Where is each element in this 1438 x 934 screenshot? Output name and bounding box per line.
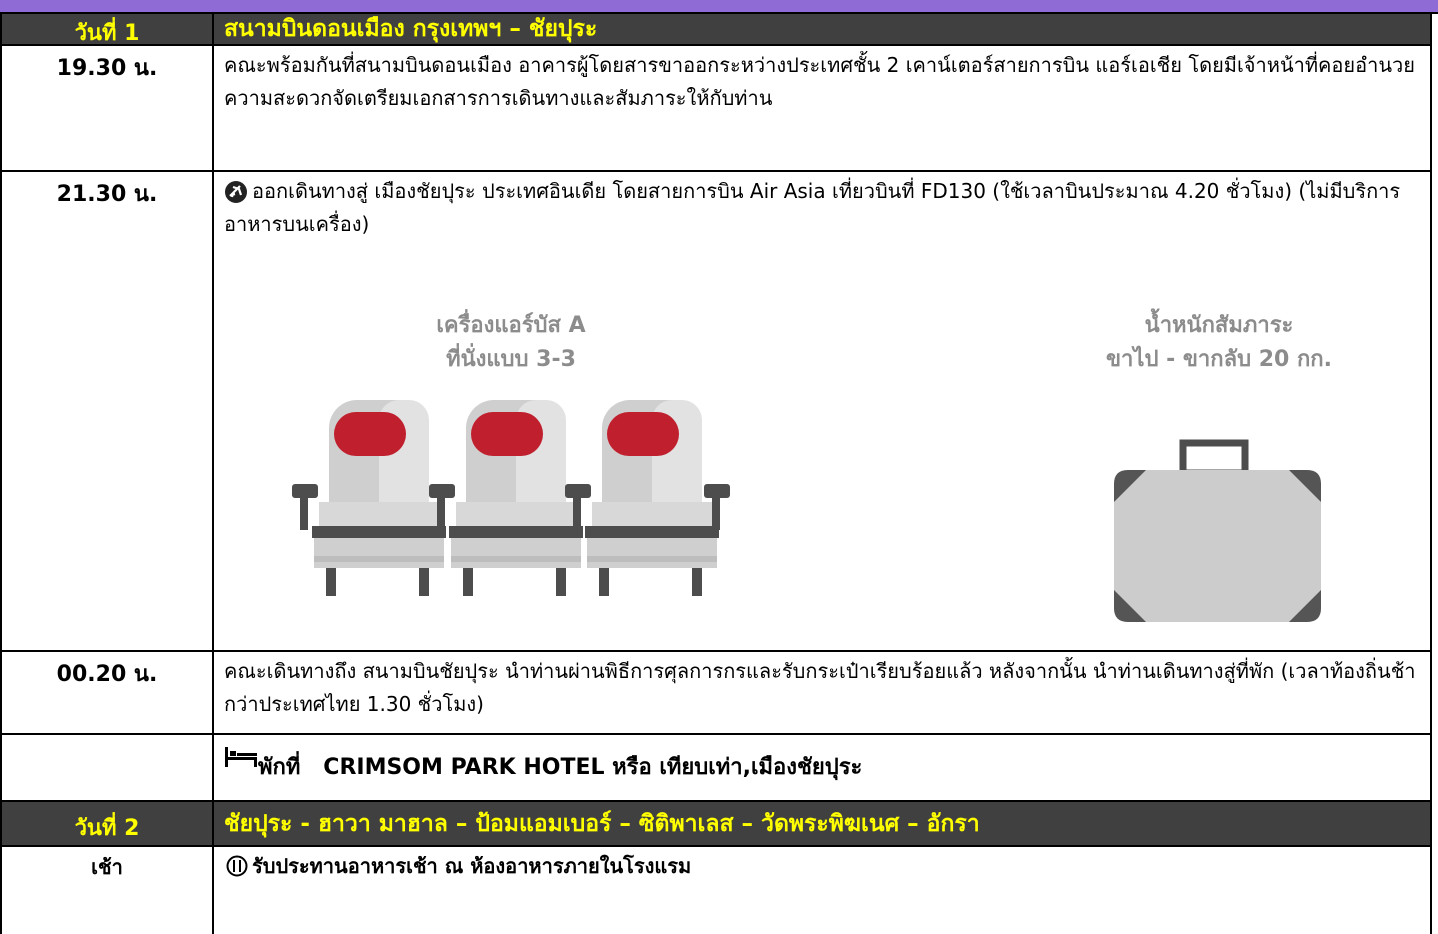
- schedule-row: 00.20 น. คณะเดินทางถึง สนามบินชัยปุระ นำ…: [0, 652, 1432, 735]
- time: 00.20 น.: [2, 652, 214, 733]
- seat: [292, 400, 446, 596]
- day-label: วันที่ 2: [2, 802, 214, 845]
- time: [2, 735, 214, 800]
- time: เช้า: [2, 847, 214, 934]
- illustrations: [292, 400, 1321, 622]
- time: 19.30 น.: [2, 46, 214, 170]
- seat: [429, 400, 583, 596]
- schedule-row: 21.30 น. ออกเดินทางสู่ เมืองชัยปุระ ประเ…: [0, 172, 1432, 652]
- plane-icon: [225, 181, 247, 203]
- bed-icon: [225, 747, 257, 767]
- day-header: วันที่ 2 ชัยปุระ - ฮาวา มาฮาล – ป้อมแอมเ…: [0, 802, 1432, 847]
- time: 21.30 น.: [2, 172, 214, 650]
- hotel: พักที่ CRIMSOM PARK HOTEL หรือ เทียบเท่า…: [258, 755, 863, 780]
- description: คณะพร้อมกันที่สนามบินดอนเมือง อาคารผู้โด…: [224, 53, 1415, 110]
- label-line: ขาไป - ขากลับ 20 กก.: [1106, 347, 1332, 372]
- label-line: เครื่องแอร์บัส A: [436, 313, 586, 338]
- day-label: วันที่ 1: [2, 14, 214, 46]
- seat: [565, 400, 719, 596]
- day-header: วันที่ 1 สนามบินดอนเมือง กรุงเทพฯ – ชัยป…: [0, 14, 1432, 46]
- schedule-row: พักที่ CRIMSOM PARK HOTEL หรือ เทียบเท่า…: [0, 735, 1432, 802]
- day-title: สนามบินดอนเมือง กรุงเทพฯ – ชัยปุระ: [224, 16, 598, 42]
- label-line: ที่นั่งแบบ 3-3: [446, 347, 576, 372]
- aircraft-label: เครื่องแอร์บัส A ที่นั่งแบบ 3-3: [311, 309, 711, 377]
- suitcase: [1114, 439, 1321, 622]
- flight-cell: ออกเดินทางสู่ เมืองชัยปุระ ประเทศอินเดีย…: [214, 172, 1430, 650]
- description: ออกเดินทางสู่ เมืองชัยปุระ ประเทศอินเดีย…: [224, 179, 1401, 236]
- baggage-label: น้ำหนักสัมภาระขาไป - ขากลับ 20 กก.: [1019, 309, 1419, 377]
- top-band: [0, 0, 1438, 14]
- meal-cell: รับประทานอาหารเช้า ณ ห้องอาหารภายในโรงแร…: [214, 847, 1430, 934]
- hotel-cell: พักที่ CRIMSOM PARK HOTEL หรือ เทียบเท่า…: [214, 735, 1430, 800]
- day-title: ชัยปุระ - ฮาวา มาฮาล – ป้อมแอมเบอร์ – ซิ…: [224, 811, 980, 837]
- label-line: น้ำหนักสัมภาระ: [1144, 313, 1294, 338]
- meal: รับประทานอาหารเช้า ณ ห้องอาหารภายในโรงแร…: [252, 854, 692, 878]
- schedule-row: เช้า รับประทานอาหารเช้า ณ ห้องอาหารภายใน…: [0, 847, 1432, 934]
- description: คณะเดินทางถึง สนามบินชัยปุระ นำท่านผ่านพ…: [224, 659, 1416, 716]
- schedule-row: 19.30 น. คณะพร้อมกันที่สนามบินดอนเมือง อ…: [0, 46, 1432, 172]
- meal-icon: [226, 855, 248, 877]
